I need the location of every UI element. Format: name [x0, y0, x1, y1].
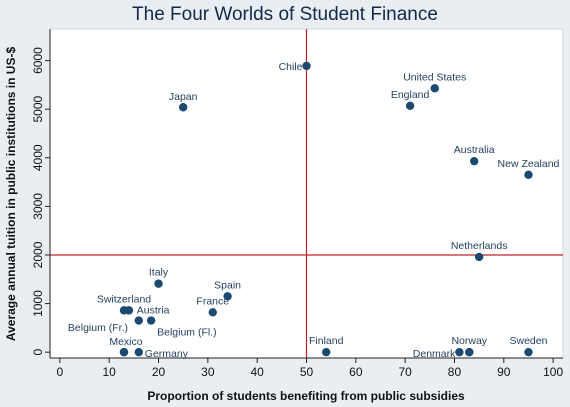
- x-tick-label: 90: [497, 365, 511, 379]
- x-tick-label: 10: [103, 365, 117, 379]
- y-tick-label: 1000: [31, 290, 45, 317]
- point-label: Italy: [149, 267, 169, 279]
- x-tick-label: 50: [300, 365, 314, 379]
- point-label: Denmark: [413, 348, 456, 360]
- x-tick-label: 70: [398, 365, 412, 379]
- data-point: [124, 306, 134, 315]
- x-tick-label: 80: [448, 365, 462, 379]
- x-axis-label: Proportion of students benefiting from p…: [147, 389, 465, 403]
- point-label: Norway: [451, 335, 487, 347]
- y-tick-label: 5000: [31, 96, 45, 123]
- data-point: [470, 156, 479, 166]
- data-point: [455, 347, 464, 357]
- y-tick-label: 0: [31, 349, 45, 356]
- data-point: [208, 308, 217, 317]
- point-label: Australia: [454, 144, 495, 156]
- point-label: Mexico: [109, 336, 142, 348]
- data-point: [465, 347, 474, 357]
- data-point: [146, 316, 156, 325]
- x-tick-label: 60: [349, 365, 363, 379]
- x-tick-label: 30: [201, 365, 215, 379]
- point-label: Belgium (Fl.): [157, 327, 217, 339]
- data-point: [430, 84, 439, 93]
- point-label: Japan: [169, 91, 198, 103]
- point-label: Spain: [214, 279, 241, 291]
- point-label: France: [196, 295, 229, 307]
- y-axis-label: Average annual tuition in public institu…: [4, 47, 18, 342]
- data-point: [405, 101, 415, 110]
- data-point: [474, 252, 484, 262]
- y-tick-label: 2000: [31, 241, 45, 268]
- x-tick-label: 20: [152, 365, 166, 379]
- x-tick-label: 40: [250, 365, 264, 379]
- point-label: England: [391, 89, 430, 101]
- data-point: [178, 103, 188, 112]
- ticks: 0 10 20 30 40 50 60 70 80 90 100010002000300040005…: [31, 47, 563, 379]
- point-label: New Zealand: [498, 158, 560, 170]
- data-point: [134, 347, 143, 357]
- point-label: Belgium (Fr.): [68, 322, 128, 334]
- data-point: [223, 292, 232, 301]
- y-tick-label: 4000: [31, 144, 45, 171]
- data-point: [524, 170, 533, 179]
- data-point: [134, 316, 143, 325]
- point-label: Austria: [137, 305, 170, 317]
- data-point: [302, 61, 311, 71]
- data-point: [524, 347, 533, 357]
- point-label: Netherlands: [451, 240, 508, 252]
- data-point: [322, 347, 331, 357]
- point-label: Germany: [145, 348, 189, 360]
- point-label: Switzerland: [97, 293, 151, 305]
- data-point: [119, 347, 129, 357]
- x-tick-label: 100: [543, 365, 563, 379]
- data-points: [119, 61, 533, 357]
- point-label: Sweden: [509, 335, 547, 347]
- point-label: United States: [403, 71, 466, 83]
- chart-title: The Four Worlds of Student Finance: [132, 4, 438, 25]
- point-label: Finland: [309, 335, 344, 347]
- data-point: [154, 279, 163, 288]
- point-label: Chile: [279, 61, 303, 73]
- x-tick-label: 0: [57, 365, 64, 379]
- y-tick-label: 3000: [31, 193, 45, 220]
- y-tick-label: 6000: [31, 47, 45, 74]
